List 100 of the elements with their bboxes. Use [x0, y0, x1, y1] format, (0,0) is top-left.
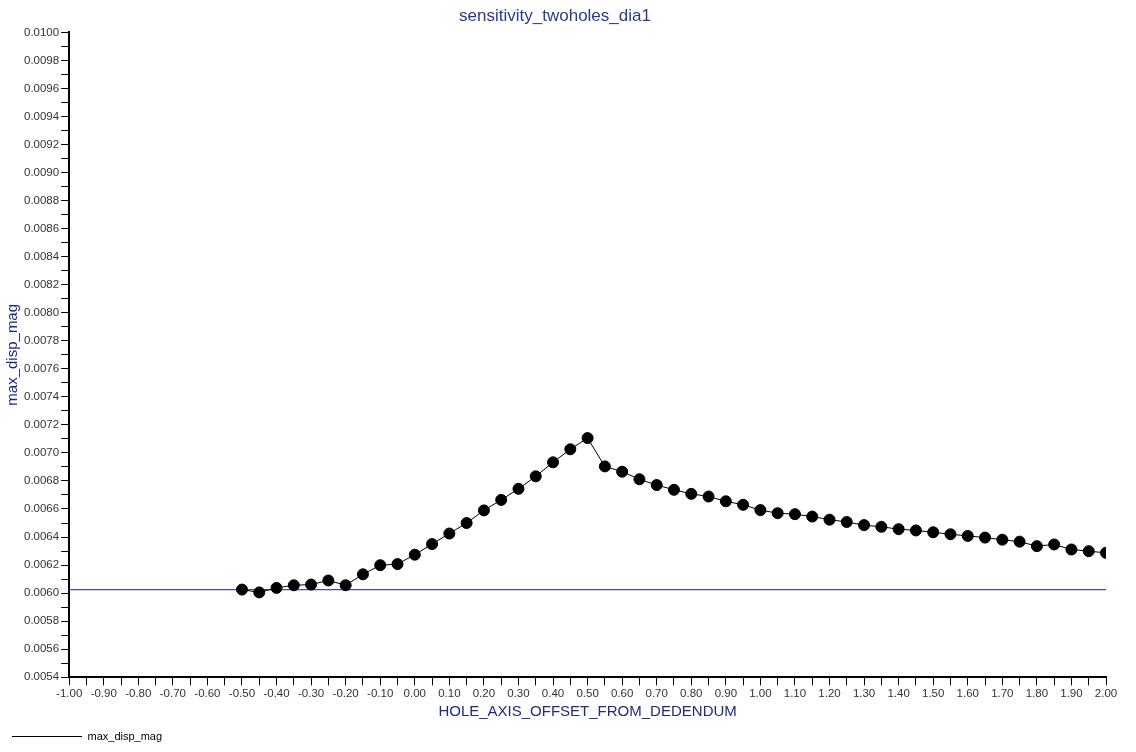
point: [823, 513, 836, 526]
point: [581, 432, 594, 445]
x-tick-label: 0.70: [645, 687, 668, 700]
y-tick-label: 0.0062: [23, 558, 60, 571]
point: [564, 443, 577, 456]
text: max_disp_mag: [87, 729, 163, 742]
x-tick-label: 1.90: [1060, 687, 1083, 700]
point: [909, 524, 922, 537]
point: [840, 516, 853, 529]
point: [547, 456, 560, 469]
y-tick-label: 0.0070: [23, 446, 60, 459]
point: [737, 498, 750, 511]
point: [477, 504, 490, 517]
x-tick-label: -0.20: [332, 687, 359, 700]
x-tick-label: 0.90: [714, 687, 738, 700]
x-tick-label: -0.70: [159, 687, 186, 700]
y-tick-label: 0.0076: [23, 361, 60, 374]
y-tick-label: 0.0056: [23, 642, 60, 655]
point: [356, 568, 369, 581]
x-tick-label: 1.30: [852, 687, 876, 700]
x-tick-label: 0.40: [541, 687, 565, 700]
x-tick-label: -0.40: [263, 687, 290, 700]
x-tick-label: 0.50: [576, 687, 599, 700]
y-tick-label: 0.0074: [23, 390, 60, 403]
y-tick-label: 0.0094: [23, 109, 60, 122]
y-tick-label: 0.0098: [23, 53, 60, 66]
point: [858, 519, 871, 532]
point: [685, 487, 698, 500]
point: [391, 558, 404, 571]
point: [1082, 545, 1095, 558]
y-tick-label: 0.0096: [23, 81, 60, 94]
point: [270, 581, 283, 594]
y-tick-label: 0.0078: [23, 333, 60, 346]
y-tick-label: 0.0090: [23, 165, 60, 178]
point: [235, 583, 248, 596]
point: [875, 520, 888, 533]
point: [1030, 540, 1043, 553]
y-tick-label: 0.0082: [23, 277, 60, 290]
point: [443, 527, 456, 540]
y-tick-label: 0.0088: [23, 193, 60, 206]
point: [1013, 535, 1026, 548]
x-tick-label: 0.10: [438, 687, 461, 700]
y-tick-label: 0.0054: [23, 670, 60, 683]
x-tick-label: -0.30: [297, 687, 325, 700]
point: [996, 533, 1009, 546]
point: [892, 523, 905, 536]
x-tick-label: -0.60: [194, 687, 221, 700]
point: [495, 493, 508, 506]
x-tick-label: -0.90: [90, 687, 117, 700]
point: [305, 578, 318, 591]
x-tick-label: -1.00: [56, 687, 83, 700]
x-tick-label: 1.60: [956, 687, 979, 700]
x-tick-label: -0.80: [125, 687, 152, 700]
x-tick-label: 1.70: [991, 687, 1014, 700]
point: [598, 460, 611, 473]
point: [771, 507, 784, 520]
y-tick-label: 0.0080: [23, 305, 60, 318]
y-tick-label: 0.0092: [23, 137, 60, 150]
point: [667, 483, 680, 496]
x-tick-label: 0.60: [610, 687, 634, 700]
point: [633, 473, 646, 486]
point: [1048, 538, 1061, 551]
point: [512, 482, 525, 495]
point: [374, 559, 387, 572]
x-tick-label: -0.10: [367, 687, 394, 700]
point: [979, 531, 992, 544]
point: [927, 526, 940, 539]
y-tick-label: 0.0060: [23, 586, 60, 599]
x-axis-title: HOLE_AXIS_OFFSET_FROM_DEDENDUM: [438, 702, 737, 720]
point: [788, 508, 801, 521]
point: [616, 465, 629, 478]
point: [426, 538, 439, 551]
point: [650, 479, 663, 492]
point: [754, 504, 767, 517]
y-tick-label: 0.0100: [23, 25, 60, 38]
y-axis-title: max_disp_mag: [3, 303, 21, 406]
point: [719, 495, 732, 508]
x-tick-label: 1.80: [1025, 687, 1049, 700]
x-tick-label: 0.00: [403, 687, 426, 700]
point: [702, 490, 715, 503]
y-tick-label: 0.0058: [23, 614, 60, 627]
x-tick-label: -0.50: [228, 687, 256, 700]
x-tick-label: 0.80: [680, 687, 703, 700]
point: [1065, 543, 1078, 556]
y-tick-label: 0.0064: [23, 530, 60, 543]
x-tick-label: 1.20: [818, 687, 841, 700]
point: [806, 510, 819, 523]
chart-title: sensitivity_twoholes_dia1: [459, 5, 651, 25]
point: [339, 579, 352, 592]
point: [529, 470, 542, 483]
point: [408, 548, 421, 561]
x-tick-label: 1.50: [922, 687, 945, 700]
x-tick-label: 2.00: [1094, 687, 1118, 700]
point: [944, 528, 957, 541]
y-tick-label: 0.0086: [23, 221, 60, 234]
x-tick-label: 1.10: [783, 687, 807, 700]
y-tick-label: 0.0066: [23, 502, 60, 515]
point: [961, 529, 974, 542]
point: [253, 586, 266, 599]
y-tick-label: 0.0072: [23, 418, 60, 431]
